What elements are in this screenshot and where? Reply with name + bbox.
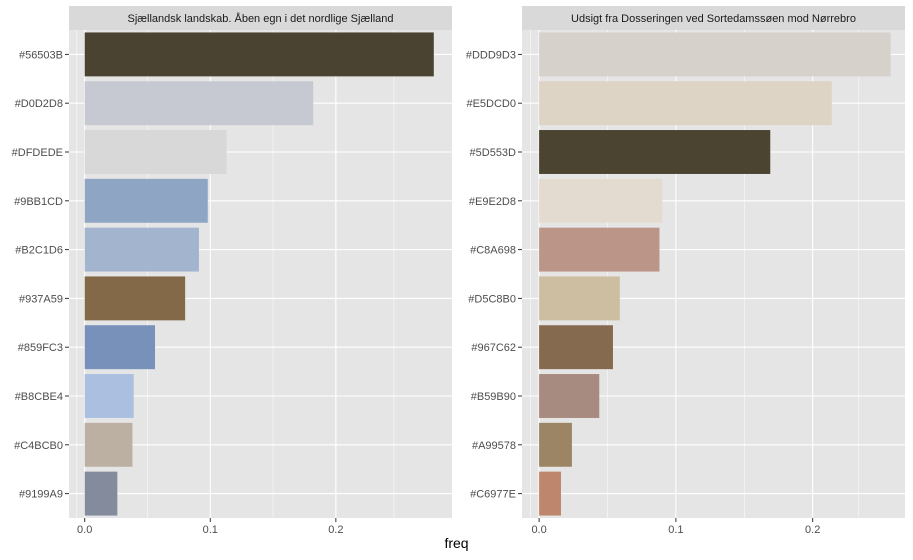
panel-title: Sjællandsk landskab. Åben egn i det nord…	[127, 12, 393, 25]
x-tick-label: 0.2	[805, 524, 820, 536]
bar	[84, 276, 186, 321]
bar	[539, 227, 660, 272]
y-tick-label: #56503B	[19, 49, 63, 61]
bar	[84, 32, 434, 77]
y-tick-label: #937A59	[19, 293, 63, 305]
x-tick-label: 0.0	[531, 524, 546, 536]
y-tick-label: #DDD9D3	[466, 49, 516, 61]
bar	[539, 81, 832, 126]
y-tick-label: #D0D2D8	[15, 98, 63, 110]
y-tick-label: #DFDEDE	[12, 147, 63, 159]
bar	[84, 81, 314, 126]
y-tick-label: #E9E2D8	[469, 196, 516, 208]
bar	[84, 422, 133, 467]
bar	[539, 178, 663, 223]
bar	[539, 130, 771, 174]
bar	[84, 130, 227, 174]
x-tick-label: 0.1	[203, 524, 218, 536]
bar	[539, 276, 620, 321]
y-tick-label: #5D553D	[470, 147, 517, 159]
bar	[539, 471, 561, 516]
panel-strip	[522, 6, 905, 30]
panel-title: Udsigt fra Dosseringen ved Sortedamssøen…	[571, 13, 856, 25]
y-tick-label: #967C62	[471, 342, 516, 354]
bar	[539, 325, 613, 370]
y-tick-label: #9BB1CD	[14, 196, 63, 208]
x-axis-title: freq	[444, 535, 469, 551]
bar	[539, 32, 891, 77]
bar	[84, 374, 134, 418]
y-tick-label: #B59B90	[471, 391, 516, 403]
x-tick-label: 0.0	[77, 524, 92, 536]
y-tick-label: #E5DCD0	[466, 98, 516, 110]
y-tick-label: #B8CBE4	[15, 391, 63, 403]
panel-strip	[69, 6, 452, 30]
y-tick-label: #A99578	[472, 440, 516, 452]
y-tick-label: #C4BCB0	[14, 440, 63, 452]
bar	[84, 471, 118, 516]
x-tick-label: 0.2	[328, 524, 343, 536]
y-tick-label: #9199A9	[19, 489, 63, 501]
y-tick-label: #D5C8B0	[468, 293, 516, 305]
y-tick-label: #B2C1D6	[15, 245, 63, 257]
bar	[84, 227, 199, 272]
y-tick-label: #C6977E	[470, 489, 516, 501]
bar	[539, 374, 600, 418]
bar	[539, 422, 572, 467]
bar	[84, 178, 208, 223]
bar	[84, 325, 156, 370]
y-tick-label: #C8A698	[470, 245, 516, 257]
x-tick-label: 0.1	[668, 524, 683, 536]
y-tick-label: #859FC3	[18, 342, 63, 354]
